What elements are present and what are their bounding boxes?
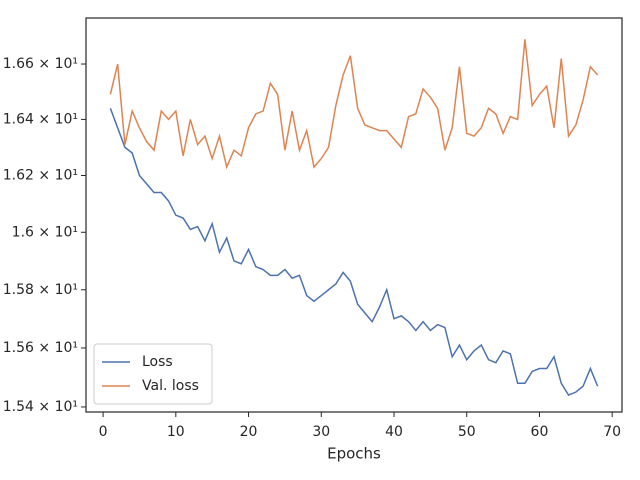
y-tick-label: 1.58 × 10¹ [3, 282, 78, 298]
line [109, 39, 599, 170]
y-tick-label: 1.62 × 10¹ [3, 167, 78, 183]
x-tick-label: 30 [312, 424, 330, 440]
y-tick-label: 1.66 × 10¹ [3, 56, 78, 72]
x-tick-label: 60 [531, 424, 549, 440]
x-tick-label: 20 [240, 424, 258, 440]
x-tick-label: 40 [385, 424, 403, 440]
x-axis-label: Epochs [327, 445, 381, 463]
x-tick-label: 50 [458, 424, 476, 440]
legend-label: Val. loss [142, 378, 199, 394]
legend-box [93, 343, 213, 405]
plot-frame [85, 17, 623, 413]
x-tick-label: 70 [603, 424, 621, 440]
y-tick-label: 1.54 × 10¹ [3, 399, 78, 415]
y-tick-label: 1.56 × 10¹ [3, 340, 78, 356]
legend-label: Loss [142, 354, 173, 370]
y-tick-label: 1.6 × 10¹ [12, 224, 78, 240]
x-tick-label: 0 [99, 424, 108, 440]
x-tick-label: 10 [167, 424, 185, 440]
line [109, 108, 599, 397]
y-tick-label: 1.64 × 10¹ [3, 111, 78, 127]
